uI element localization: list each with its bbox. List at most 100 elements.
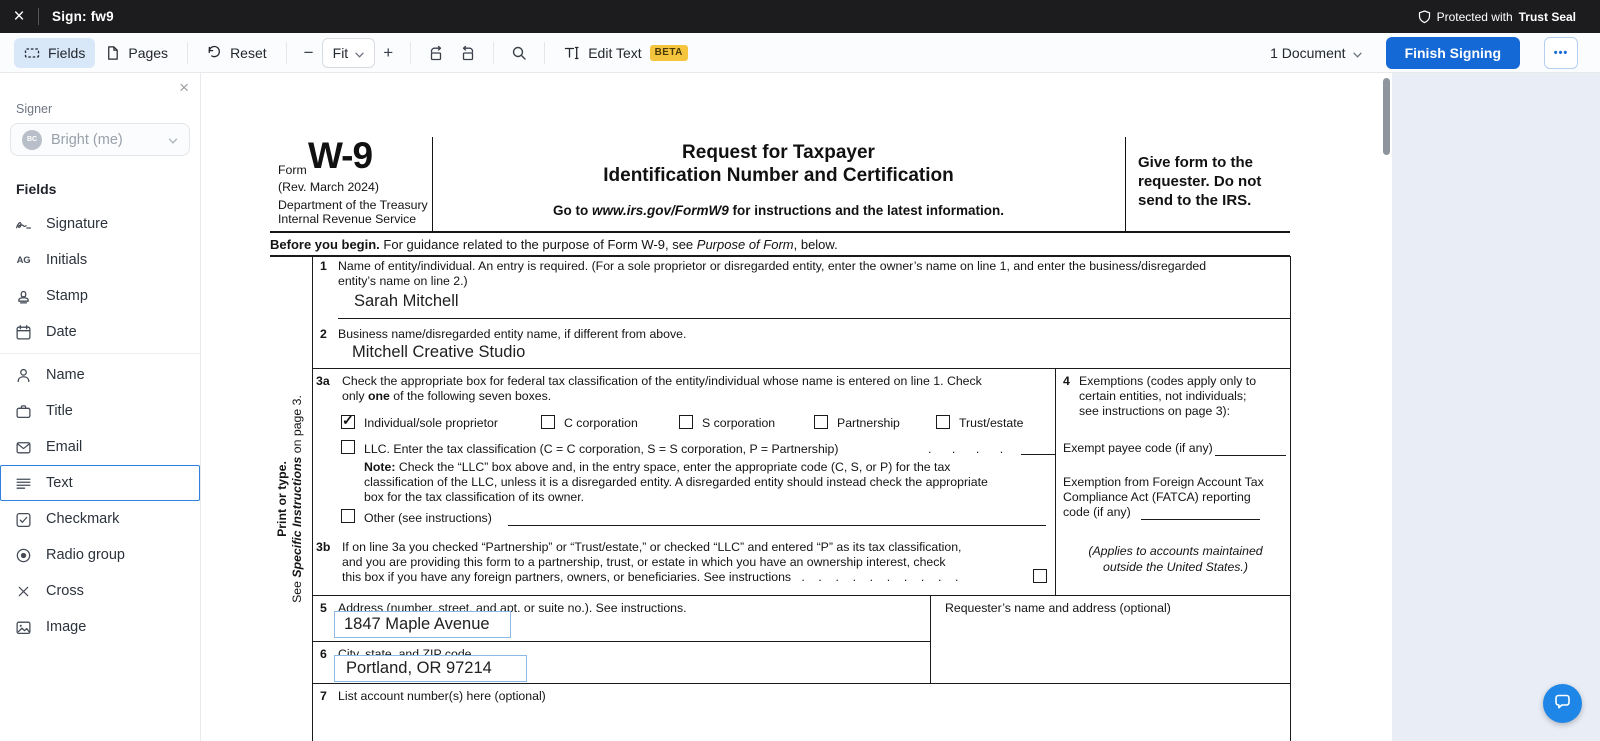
email-icon — [15, 439, 32, 456]
sidebar-item-image[interactable]: Image — [0, 609, 200, 645]
titlebar-divider — [38, 8, 39, 25]
form-number: W-9 — [308, 135, 373, 176]
fields-button[interactable]: Fields — [14, 37, 96, 68]
form-revision: (Rev. March 2024) — [278, 180, 379, 194]
avatar: BC — [22, 129, 42, 150]
fields-sidebar: × Signer BC Bright (me) Fields Signature… — [0, 73, 201, 741]
rule — [270, 255, 1290, 257]
line4-line-2: certain entities, not individuals; — [1079, 389, 1247, 403]
more-options-button[interactable]: ••• — [1544, 36, 1578, 69]
image-icon — [15, 619, 32, 636]
toolbar-separator — [493, 41, 495, 64]
chat-bubble-icon — [1553, 692, 1572, 716]
sidebar-item-name[interactable]: Name — [0, 357, 200, 393]
checkbox-icon — [15, 511, 32, 528]
before-you-begin: Before you begin. For guidance related t… — [270, 237, 838, 252]
rule — [312, 683, 1291, 684]
form-header: Form W-9 (Rev. March 2024) Department of… — [270, 135, 1290, 233]
line3a-label-2: only one of the following seven boxes. — [342, 389, 552, 403]
address-field[interactable]: 1847 Maple Avenue — [334, 611, 511, 638]
pages-button[interactable]: Pages — [95, 38, 178, 68]
form-dept-line2: Internal Revenue Service — [278, 212, 417, 226]
pages-button-label: Pages — [128, 44, 169, 61]
note-line-2: classification of the LLC, unless it is … — [364, 475, 988, 489]
reset-button-label: Reset — [230, 44, 267, 61]
checkbox-other[interactable] — [341, 509, 355, 523]
sidebar-item-radio-group[interactable]: Radio group — [0, 537, 200, 573]
signer-section-label: Signer — [16, 102, 53, 116]
sidebar-item-label: Checkmark — [46, 511, 120, 527]
sidebar-item-initials[interactable]: AG Initials — [0, 242, 200, 278]
rule — [312, 256, 313, 741]
checkbox-c-corporation[interactable] — [541, 415, 555, 429]
trust-seal-brand: Trust Seal — [1518, 9, 1576, 24]
sidebar-item-label: Radio group — [46, 547, 125, 563]
checkbox-s-corporation[interactable] — [679, 415, 693, 429]
line4-number: 4 — [1063, 374, 1070, 388]
signer-select[interactable]: BC Bright (me) — [10, 123, 190, 156]
sidebar-item-label: Image — [46, 619, 87, 635]
sidebar-item-cross[interactable]: Cross — [0, 573, 200, 609]
zoom-in-button[interactable]: + — [375, 38, 401, 68]
finish-signing-button[interactable]: Finish Signing — [1385, 36, 1520, 69]
business-name-value[interactable]: Mitchell Creative Studio — [352, 343, 526, 361]
fields-heading: Fields — [16, 181, 57, 197]
sidebar-item-email[interactable]: Email — [0, 429, 200, 465]
document-count-select[interactable]: 1 Document — [1270, 45, 1362, 61]
checkbox-trust-estate[interactable] — [936, 415, 950, 429]
text-lines-icon — [15, 475, 32, 492]
option-label: C corporation — [564, 416, 638, 430]
sidebar-item-label: Email — [46, 439, 83, 455]
print-or-type-label: Print or type. See Specific Instructions… — [274, 394, 304, 603]
toolbar-separator — [285, 41, 287, 64]
rule — [432, 137, 433, 231]
close-icon[interactable]: × — [13, 5, 25, 27]
line6-number: 6 — [320, 647, 327, 661]
vertical-scrollbar[interactable] — [1383, 78, 1390, 155]
chevron-down-icon — [1352, 45, 1362, 61]
exempt-entry-line — [1215, 455, 1286, 456]
line3b-line-1: If on line 3a you checked “Partnership” … — [342, 540, 962, 554]
sidebar-item-label: Date — [46, 324, 77, 340]
sidebar-item-title[interactable]: Title — [0, 393, 200, 429]
line7-label: List account number(s) here (optional) — [338, 689, 546, 703]
sidebar-item-label: Text — [46, 475, 73, 491]
form-title-line1: Request for Taxpayer — [682, 142, 875, 163]
llc-label: LLC. Enter the tax classification (C = C… — [364, 442, 839, 456]
sidebar-item-text[interactable]: Text — [0, 465, 200, 501]
chat-launcher-button[interactable] — [1543, 684, 1582, 723]
document-page: Form W-9 (Rev. March 2024) Department of… — [201, 73, 1392, 741]
radio-icon — [15, 547, 32, 564]
checkbox-individual-sole-proprietor[interactable]: ✓ — [341, 412, 355, 429]
applies-note-1: (Applies to accounts maintained — [1088, 544, 1263, 558]
rotate-left-button[interactable] — [452, 38, 484, 68]
search-button[interactable] — [503, 38, 535, 68]
rotate-right-button[interactable] — [420, 38, 452, 68]
rule — [1125, 137, 1126, 231]
sidebar-item-signature[interactable]: Signature — [0, 206, 200, 242]
search-icon — [511, 45, 527, 61]
reset-button[interactable]: Reset — [197, 38, 277, 68]
checkbox-llc[interactable] — [341, 440, 355, 454]
signature-icon — [15, 216, 32, 233]
city-state-zip-field[interactable]: Portland, OR 97214 — [334, 655, 527, 682]
sidebar-close-icon[interactable]: × — [179, 78, 189, 97]
checkbox-partnership[interactable] — [814, 415, 828, 429]
name-value[interactable]: Sarah Mitchell — [354, 292, 459, 310]
sidebar-item-stamp[interactable]: Stamp — [0, 278, 200, 314]
sidebar-item-checkmark[interactable]: Checkmark — [0, 501, 200, 537]
line3b-line-3: this box if you have any foreign partner… — [342, 570, 959, 584]
checkbox-foreign-partners[interactable] — [1033, 569, 1047, 583]
note-line-1: Note: Check the “LLC” box above and, in … — [364, 460, 951, 474]
zoom-fit-select[interactable]: Fit — [321, 37, 376, 68]
protection-status: Protected with Trust Seal — [1418, 10, 1600, 24]
line3b-line-2: and you are providing this form to a par… — [342, 555, 946, 569]
edit-text-button[interactable]: Edit Text BETA — [554, 38, 698, 68]
sidebar-item-label: Initials — [46, 252, 88, 268]
form-subtitle: Go to www.irs.gov/FormW9 for instruction… — [552, 203, 1005, 218]
applies-note-2: outside the United States.) — [1103, 560, 1248, 574]
rule — [1055, 368, 1056, 595]
sidebar-item-date[interactable]: Date — [0, 314, 200, 350]
zoom-out-button[interactable]: − — [296, 38, 322, 68]
sidebar-item-label: Stamp — [46, 288, 88, 304]
